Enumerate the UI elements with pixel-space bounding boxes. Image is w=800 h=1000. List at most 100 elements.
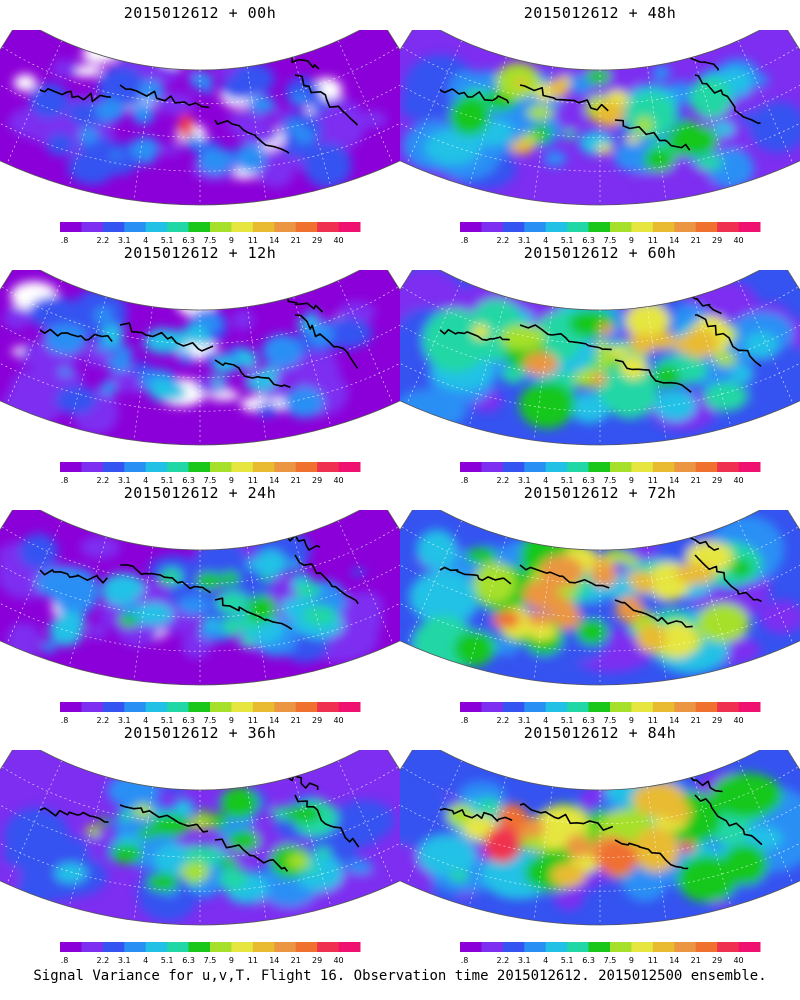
legend-swatch xyxy=(631,462,654,472)
legend-swatch xyxy=(460,942,482,952)
legend-label: 5.1 xyxy=(561,716,574,725)
panel-title: 2015012612 + 48h xyxy=(523,4,677,22)
legend-label: 29 xyxy=(712,236,722,245)
legend-swatch xyxy=(738,942,761,952)
panel-title: 2015012612 + 84h xyxy=(523,724,677,742)
legend-label: 5.1 xyxy=(161,476,174,485)
legend-swatch xyxy=(145,222,168,232)
variance-map xyxy=(0,510,400,686)
legend-swatch xyxy=(210,222,232,232)
legend-label: 29 xyxy=(312,956,322,965)
legend-label: 29 xyxy=(712,716,722,725)
color-legend: 1.8 2.2 3.1 4 5.1 6.3 7.5 9 11 14 21 29 40 xyxy=(60,702,361,725)
legend-swatch xyxy=(610,702,632,712)
legend-label: 29 xyxy=(712,956,722,965)
legend-swatch xyxy=(81,222,104,232)
legend-swatch xyxy=(545,942,568,952)
legend-swatch xyxy=(145,942,168,952)
legend-label: 9 xyxy=(229,716,234,725)
coastline xyxy=(39,284,359,389)
map-outline xyxy=(0,30,400,206)
legend-swatch xyxy=(338,702,361,712)
legend-swatch xyxy=(717,942,740,952)
variance-field xyxy=(0,510,400,686)
legend-label: 2.2 xyxy=(96,716,109,725)
forecast-panel: 2015012612 + 84h 1.8 2.2 3.1 4 5.1 6.3 7.5 9 11 14… xyxy=(400,720,800,966)
legend-label: 1.8 xyxy=(460,716,468,725)
legend-label: 1.8 xyxy=(60,956,68,965)
legend-label: 5.1 xyxy=(161,956,174,965)
legend-label: 4 xyxy=(543,236,548,245)
forecast-panel: 2015012612 + 00h 1.8 2.2 3.1 4 5.1 6.3 7.5 9 11 14… xyxy=(0,0,400,246)
forecast-panel: 2015012612 + 12h 1.8 2.2 3.1 4 5.1 6.3 7.5 9 11 14… xyxy=(0,240,400,486)
legend-label: 1.8 xyxy=(60,236,68,245)
legend-swatch xyxy=(460,462,482,472)
legend-swatch xyxy=(317,222,340,232)
panel-title: 2015012612 + 12h xyxy=(123,244,277,262)
legend-label: 5.1 xyxy=(561,236,574,245)
legend-label: 1.8 xyxy=(460,956,468,965)
legend-swatch xyxy=(252,942,275,952)
forecast-panel: 2015012612 + 60h 1.8 2.2 3.1 4 5.1 6.3 7.5 9 11 14… xyxy=(400,240,800,486)
legend-label: 3.1 xyxy=(118,236,131,245)
legend-swatch xyxy=(338,942,361,952)
legend-label: 11 xyxy=(248,956,258,965)
legend-label: 3.1 xyxy=(518,716,531,725)
panel-title: 2015012612 + 60h xyxy=(523,244,677,262)
legend-swatch xyxy=(60,702,82,712)
variance-map xyxy=(400,750,800,926)
legend-swatch xyxy=(81,702,104,712)
legend-swatch xyxy=(674,462,697,472)
panel-title: 2015012612 + 24h xyxy=(123,484,277,502)
legend-swatch xyxy=(338,222,361,232)
legend-swatch xyxy=(124,222,147,232)
legend-label: 7.5 xyxy=(204,956,217,965)
legend-swatch xyxy=(167,222,190,232)
variance-field xyxy=(0,30,400,206)
legend-swatch xyxy=(317,462,340,472)
legend-label: 40 xyxy=(333,476,343,485)
legend-swatch xyxy=(274,222,297,232)
legend-label: 5.1 xyxy=(161,236,174,245)
legend-label: 6.3 xyxy=(182,716,195,725)
legend-label: 7.5 xyxy=(604,716,617,725)
legend-swatch xyxy=(567,462,590,472)
legend-label: 40 xyxy=(733,716,743,725)
variance-map xyxy=(400,30,800,206)
legend-label: 3.1 xyxy=(118,956,131,965)
legend-swatch xyxy=(167,702,190,712)
legend-swatch xyxy=(631,702,654,712)
variance-field xyxy=(400,510,800,686)
legend-swatch xyxy=(674,702,697,712)
legend-label: 3.1 xyxy=(118,716,131,725)
legend-swatch xyxy=(188,702,211,712)
color-legend: 1.8 2.2 3.1 4 5.1 6.3 7.5 9 11 14 21 29 40 xyxy=(460,462,761,485)
legend-swatch xyxy=(481,942,504,952)
legend-swatch xyxy=(717,222,740,232)
variance-map xyxy=(400,510,800,686)
legend-swatch xyxy=(252,702,275,712)
legend-swatch xyxy=(60,222,82,232)
color-legend: 1.8 2.2 3.1 4 5.1 6.3 7.5 9 11 14 21 29 40 xyxy=(60,462,361,485)
variance-field xyxy=(400,270,800,446)
legend-label: 2.2 xyxy=(496,236,509,245)
coastline xyxy=(439,44,761,151)
legend-label: 3.1 xyxy=(518,236,531,245)
legend-label: 21 xyxy=(291,956,301,965)
legend-swatch xyxy=(524,942,547,952)
legend-swatch xyxy=(738,702,761,712)
legend-swatch xyxy=(481,222,504,232)
map-outline xyxy=(400,270,800,446)
variance-field xyxy=(0,270,400,446)
legend-swatch xyxy=(481,702,504,712)
legend-label: 29 xyxy=(312,236,322,245)
legend-label: 11 xyxy=(648,236,658,245)
legend-label: 21 xyxy=(291,716,301,725)
legend-swatch xyxy=(81,462,104,472)
legend-label: 4 xyxy=(543,476,548,485)
legend-label: 29 xyxy=(312,476,322,485)
legend-label: 1.8 xyxy=(460,476,468,485)
legend-swatch xyxy=(60,942,82,952)
legend-swatch xyxy=(631,222,654,232)
legend-label: 4 xyxy=(143,236,148,245)
